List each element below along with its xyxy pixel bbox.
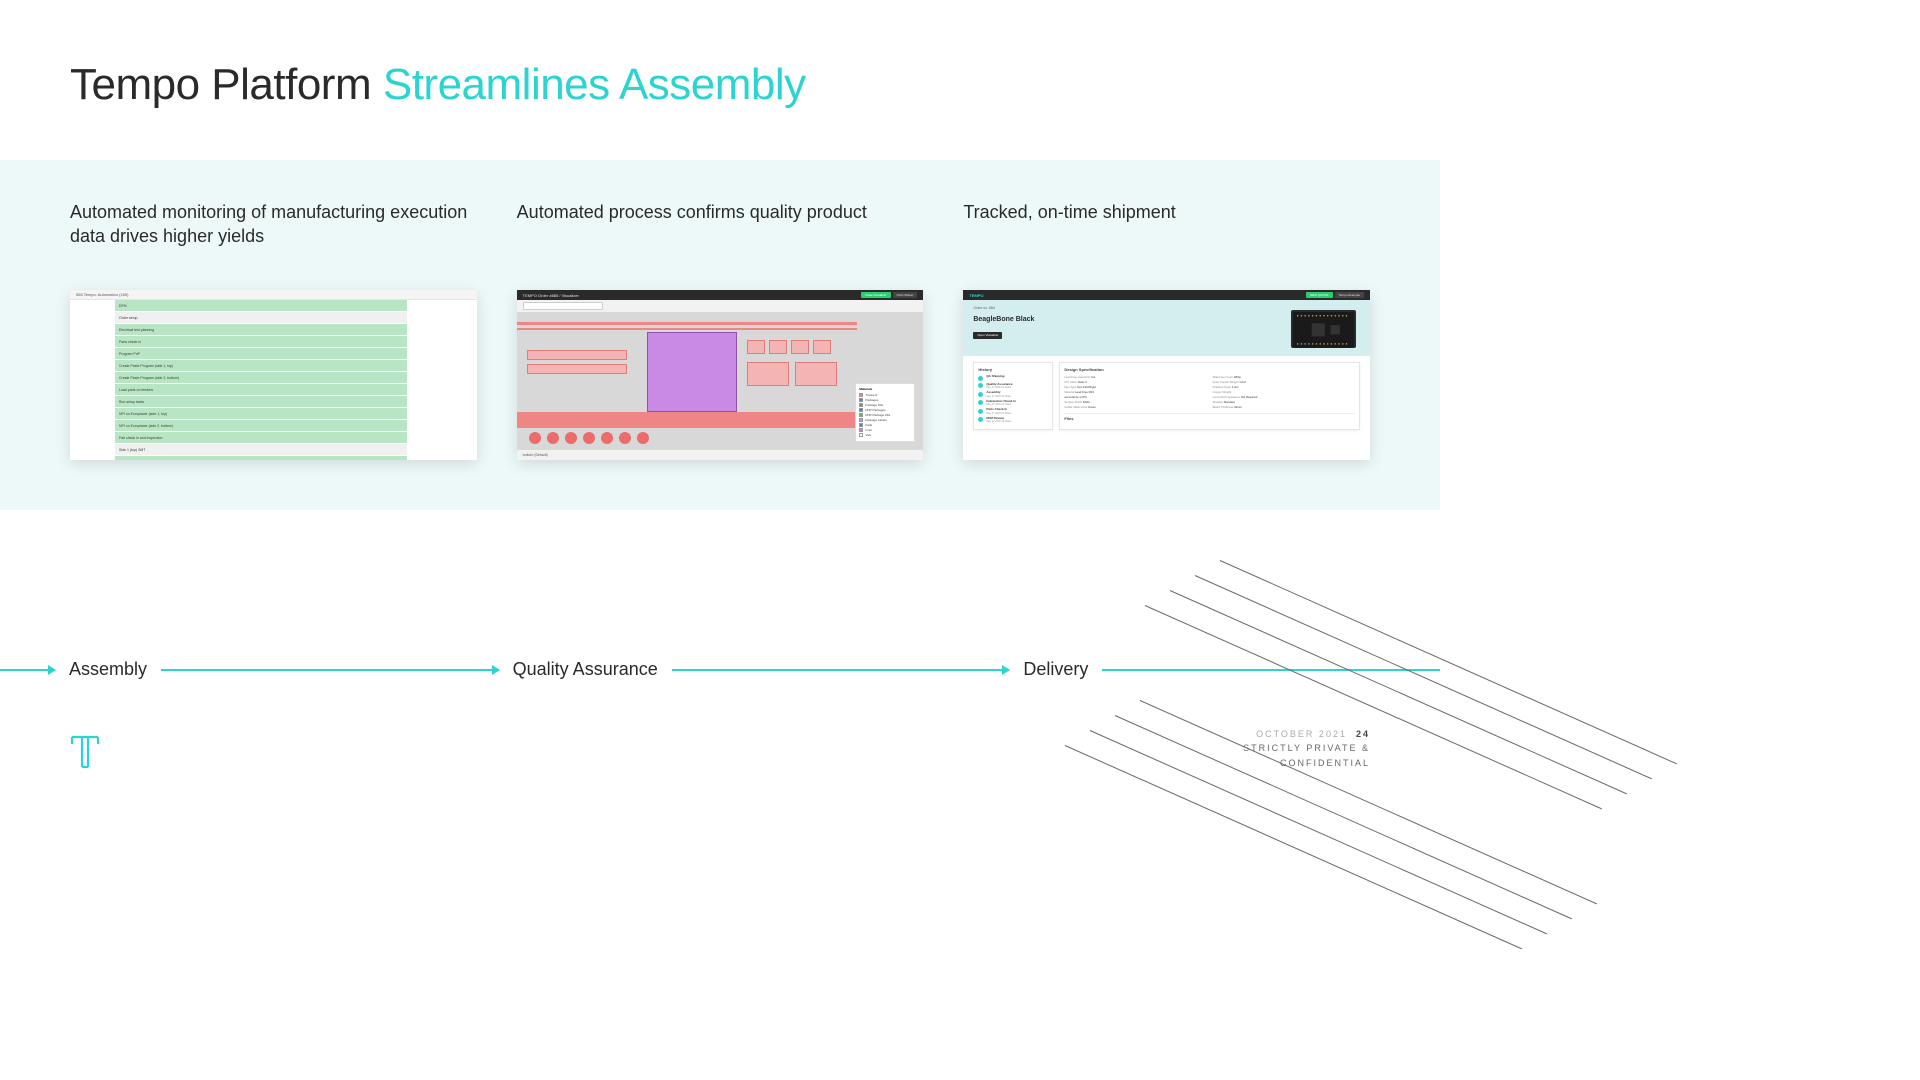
col-assembly: Automated monitoring of manufacturing ex… xyxy=(70,200,477,460)
task-row: Parts check in xyxy=(115,336,407,347)
spec-row: Lead Free Assembly Yes xyxy=(1064,375,1206,379)
legend-item: DNP Packages xyxy=(859,408,911,412)
open-visualizer-button: Open Visualizer xyxy=(973,332,1002,339)
spec-row: Material Lead Free FR4 xyxy=(1064,390,1206,394)
thumb2-topbar: TEMPO Order #885 / Visualizer Close Visu… xyxy=(517,290,924,300)
spec-title: Design Specification xyxy=(1064,367,1355,372)
columns: Automated monitoring of manufacturing ex… xyxy=(70,200,1370,460)
confidential-line-1: STRICTLY PRIVATE & xyxy=(1243,741,1370,755)
task-row: Create Paste Program (side 1, top) xyxy=(115,360,407,371)
spec-row: Copper Weight xyxy=(1213,390,1355,394)
slide-title: Tempo Platform Streamlines Assembly xyxy=(70,60,1370,110)
spec-row: Stackup Standard xyxy=(1213,400,1355,404)
legend-item: Package Labels xyxy=(859,418,911,422)
footer: OCTOBER 2021 24 STRICTLY PRIVATE & CONFI… xyxy=(1243,727,1370,770)
task-row: DFM xyxy=(115,300,407,311)
task-row: Run setup tasks xyxy=(115,396,407,407)
footer-date: OCTOBER 2021 xyxy=(1256,729,1347,739)
history-item: Quality AssuranceMay 17 2020 01:00am xyxy=(978,383,1048,390)
thumb-delivery: TEMPO NEW QUOTE Tempo Example Order no. … xyxy=(963,290,1370,460)
spec-row: Silkscreen Color White xyxy=(1213,375,1355,379)
col-delivery-desc: Tracked, on-time shipment xyxy=(963,200,1370,260)
spec-row: Solder Mask Color Green xyxy=(1064,405,1206,409)
task-row: NPI on Europlacer (side 2, bottom) xyxy=(115,420,407,431)
task-row: Load parts on feeders xyxy=(115,384,407,395)
history-title: History xyxy=(978,367,1048,372)
flow-label-assembly: Assembly xyxy=(69,659,147,680)
pcb-canvas: Materials Traces RPackagesPackage FillsD… xyxy=(517,312,924,450)
col-qa-desc: Automated process confirms quality produ… xyxy=(517,200,924,260)
spec-row: Inner Copper Weight 1.0oz xyxy=(1213,380,1355,384)
user-badge: Chris Wilson xyxy=(893,292,918,298)
flow-arrow-icon xyxy=(0,669,55,671)
diagonal-lines-decoration xyxy=(1080,530,1500,850)
board-image xyxy=(1291,310,1356,348)
legend-title: Materials xyxy=(859,387,911,391)
history-card: History QA Shipping Quality AssuranceMay … xyxy=(973,362,1053,430)
task-row: Side 1 (top) SMT xyxy=(115,444,407,455)
tempo-logo-text: TEMPO xyxy=(969,293,983,298)
legend-item: Pads xyxy=(859,423,911,427)
flow-arrow-icon xyxy=(161,669,499,671)
col-delivery: Tracked, on-time shipment TEMPO NEW QUOT… xyxy=(963,200,1370,460)
task-row: NPI on Europlacer (side 1, top) xyxy=(115,408,407,419)
thumb-qa: TEMPO Order #885 / Visualizer Close Visu… xyxy=(517,290,924,460)
legend-item: Package Fills xyxy=(859,403,911,407)
files-title: Files xyxy=(1064,413,1355,421)
legend-item: Packages xyxy=(859,398,911,402)
thumb1-header: 565 Tempo: Automation (165) xyxy=(70,290,477,300)
search-input xyxy=(523,302,603,310)
tempo-logo-icon xyxy=(70,734,100,770)
col-qa: Automated process confirms quality produ… xyxy=(517,200,924,460)
flow-row: Assembly Quality Assurance Delivery xyxy=(0,659,1440,680)
spec-row: Board Thickness 62mm xyxy=(1213,405,1355,409)
history-item: DFM ReviewMay 17 2020 01:00am xyxy=(978,417,1048,424)
legend-item: Inner xyxy=(859,428,911,432)
title-dark: Tempo Platform xyxy=(70,60,383,109)
thumb1-body: DFMOrder setupElectrical test planningPa… xyxy=(70,300,477,460)
flow-arrow-icon xyxy=(672,669,1010,671)
spec-row: Flex Type Non Flex/Rigid xyxy=(1064,385,1206,389)
flow-arrow-icon xyxy=(1102,669,1440,671)
spec-card: Design Specification Lead Free Assembly … xyxy=(1059,362,1360,430)
thumb3-nav: TEMPO NEW QUOTE Tempo Example xyxy=(963,290,1370,300)
spec-row: IPC Class Class 2 xyxy=(1064,380,1206,384)
thumb3-hero: Order no. 884 BeagleBone Black Open Visu… xyxy=(963,300,1370,356)
spec-row: accordance w IPC xyxy=(1064,395,1206,399)
history-item: Parts Check InMay 17 2020 01:00am xyxy=(978,408,1048,415)
history-item: QA Shipping xyxy=(978,375,1048,381)
task-row: Program PnP xyxy=(115,348,407,359)
slide: Tempo Platform Streamlines Assembly Auto… xyxy=(0,0,1440,810)
confidential-line-2: CONFIDENTIAL xyxy=(1243,756,1370,770)
legend-item: DNP Package Fills xyxy=(859,413,911,417)
content-band: Automated monitoring of manufacturing ex… xyxy=(0,160,1440,510)
thumb3-cards: History QA Shipping Quality AssuranceMay … xyxy=(963,356,1370,436)
title-accent: Streamlines Assembly xyxy=(383,60,806,109)
col-assembly-desc: Automated monitoring of manufacturing ex… xyxy=(70,200,477,260)
spec-row: Surface Finish ENIG xyxy=(1064,400,1206,404)
task-row: Electrical test planning xyxy=(115,324,407,335)
new-quote-button: NEW QUOTE xyxy=(1306,292,1333,298)
flow-label-qa: Quality Assurance xyxy=(513,659,658,680)
close-visualizer-button: Close Visualizer xyxy=(861,292,890,298)
thumb-assembly: 565 Tempo: Automation (165) DFMOrder set… xyxy=(70,290,477,460)
history-item: Fabrication Check InMay 17 2020 01:00am xyxy=(978,400,1048,407)
legend-item: Vias xyxy=(859,433,911,437)
spec-row: Finished Outer 1.0oz xyxy=(1213,385,1355,389)
task-row: Order setup xyxy=(115,312,407,323)
spec-row: Controlled Impedance Not Required xyxy=(1213,395,1355,399)
task-row: Create Paste Program (side 2, bottom) xyxy=(115,372,407,383)
thumb2-title: TEMPO Order #885 / Visualizer xyxy=(523,293,579,298)
page-number: 24 xyxy=(1356,729,1370,739)
user-badge: Tempo Example xyxy=(1335,292,1365,298)
flow-label-delivery: Delivery xyxy=(1023,659,1088,680)
history-item: AssemblyMay 17 2020 01:00am xyxy=(978,391,1048,398)
task-row: Fab check in and inspection xyxy=(115,432,407,443)
legend-item: Traces R xyxy=(859,393,911,397)
task-row: Paste first article (side 1, top) xyxy=(115,456,407,460)
pcb-legend: Materials Traces RPackagesPackage FillsD… xyxy=(855,383,915,442)
thumb2-footer: bottom (Default) xyxy=(517,450,924,460)
